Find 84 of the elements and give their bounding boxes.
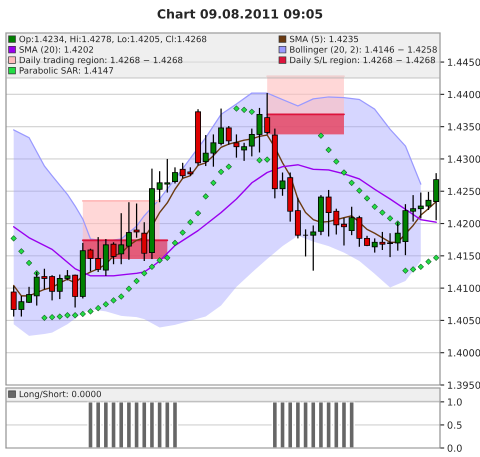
y-tick-label: 1.3950 [448,381,480,389]
candlestick [226,125,232,146]
point [194,210,202,216]
point [326,146,332,153]
point [340,169,348,176]
point [10,235,17,242]
candlestick [10,286,17,318]
candlestick [56,274,63,300]
point [126,286,132,292]
y-tick-label: 1.4300 [448,155,480,163]
point [56,313,63,320]
point [433,254,440,261]
y-tick-label: 1.4000 [448,349,480,357]
y-tick-label: 0.5 [448,421,462,429]
candlestick [202,134,209,167]
point [402,268,408,274]
point [172,240,178,246]
y-tick-label: 1.4350 [448,123,480,130]
point [134,278,140,284]
point [241,106,248,113]
point [49,314,56,320]
point [387,215,394,222]
point [210,180,216,186]
point [64,312,71,318]
y-tick-label: 1.4050 [448,316,480,324]
line-series [12,164,437,277]
point [164,254,170,261]
chart-title: Chart 09.08.2011 09:05 [158,8,322,19]
point [226,164,232,170]
point [102,301,109,308]
y-tick-label: 1.4200 [448,220,480,228]
point [141,270,148,276]
legend-label: Bollinger (20, 2): 1.4146 − 1.4258 [290,46,437,54]
legend-label: SMA (20): 1.4202 [19,46,94,54]
point [41,314,48,321]
candlestick [302,228,309,258]
legend-label: Op:1.4234, Hi:1.4278, Lo:1.4205, Cl:1.4268 [19,36,206,44]
point [379,209,386,216]
y-tick-label: 1.0 [448,398,462,406]
candlestick [394,222,401,252]
point [87,308,94,314]
point [318,132,324,139]
point [26,260,32,266]
point [95,305,102,312]
point [348,180,355,186]
candlestick [418,192,424,219]
point [180,230,186,236]
legend-label: SMA (5): 1.4235 [290,36,358,44]
legend-label: Long/Short: 0.0000 [20,390,101,399]
y-tick-label: 0.0 [448,444,462,452]
point [333,158,340,165]
point [202,193,209,200]
point [364,195,370,202]
point [256,157,263,164]
point [80,310,86,318]
legend-label: Parabolic SAR: 1.4147 [20,67,114,74]
point [72,312,78,318]
point [187,219,194,226]
legend-label: Daily S/L region: 1.4268 − 1.4268 [290,56,435,65]
y-tick-label: 1.4150 [448,252,480,260]
point [410,266,416,272]
point [110,297,117,304]
point [233,106,240,112]
line-series [13,92,422,242]
candlestick [164,158,170,194]
point [425,258,432,265]
point [156,257,163,264]
y-tick-label: 1.4450 [448,58,480,66]
point [418,264,424,270]
point [18,248,24,254]
point [218,168,224,175]
point [356,188,362,194]
point [248,108,255,115]
y-tick-label: 1.4400 [448,90,480,98]
point [118,293,124,300]
point [148,264,156,270]
point [264,156,270,163]
candlestick [118,212,124,265]
candlestick [141,222,148,262]
y-tick-label: 1.4250 [448,188,480,196]
y-tick-label: 1.4100 [448,284,480,292]
candlestick [310,224,316,272]
point [372,204,378,210]
legend-label: Daily trading region: 1.4268 − 1.4268 [20,56,182,65]
